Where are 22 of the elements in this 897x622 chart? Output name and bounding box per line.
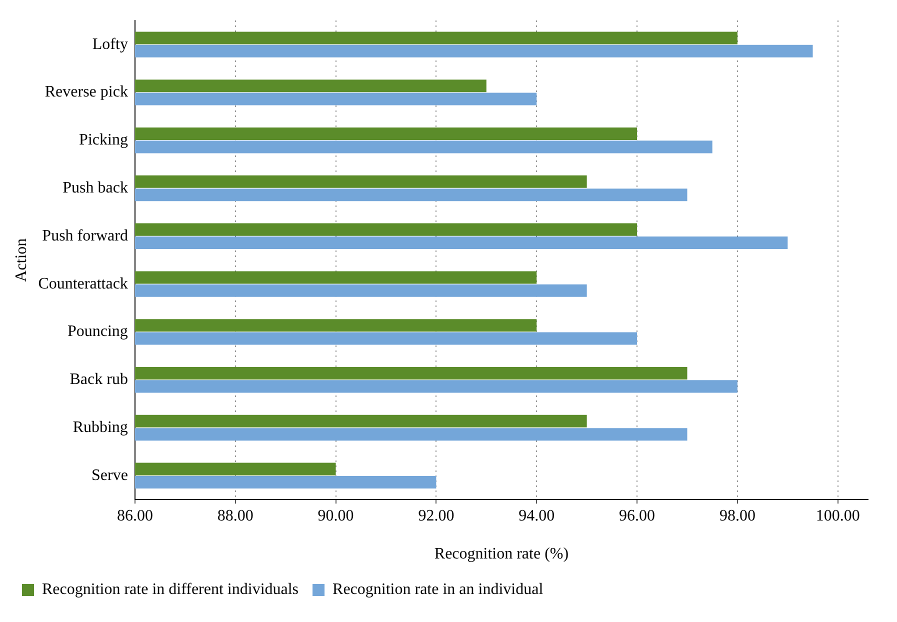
y-tick-label: Picking	[79, 132, 128, 149]
y-tick-label: Push back	[62, 179, 128, 196]
y-tick-label: Rubbing	[72, 418, 128, 436]
y-tick-label: Counterattack	[38, 275, 128, 292]
x-tick-label: 88.00	[217, 507, 254, 524]
x-tick-label: 98.00	[719, 507, 756, 524]
x-tick-label: 90.00	[318, 507, 354, 524]
x-tick-label: 92.00	[418, 507, 454, 524]
x-tick-label: 100.00	[816, 507, 860, 524]
y-tick-label: Pouncing	[67, 323, 128, 340]
y-tick-label: Lofty	[92, 36, 128, 53]
y-tick-label: Back rub	[70, 371, 128, 388]
legend-label: Recognition rate in different individuals	[42, 581, 299, 598]
y-tick-label: Serve	[92, 466, 128, 484]
x-tick-label: 86.00	[116, 507, 153, 524]
y-axis-title: Action	[12, 238, 30, 282]
y-tick-label: Reverse pick	[44, 84, 128, 101]
x-axis-title: Recognition rate (%)	[434, 546, 569, 563]
y-tick-label: Push forward	[42, 227, 128, 244]
x-tick-label: 96.00	[619, 507, 656, 524]
legend-label: Recognition rate in an individual	[332, 581, 544, 598]
x-tick-label: 94.00	[518, 507, 555, 524]
